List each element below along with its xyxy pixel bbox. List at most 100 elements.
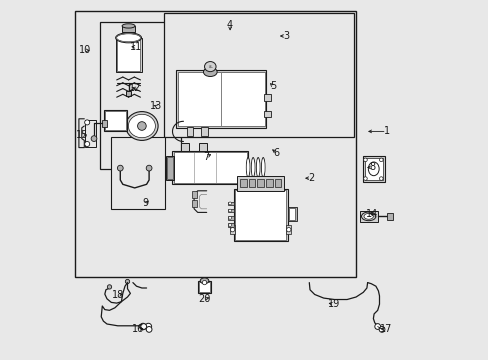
Ellipse shape [122, 24, 135, 28]
Bar [111, 137, 165, 209]
Bar [235, 190, 285, 240]
Ellipse shape [204, 62, 216, 72]
Circle shape [117, 165, 123, 171]
Text: 4: 4 [226, 20, 233, 30]
Bar [265, 179, 272, 187]
Circle shape [146, 165, 152, 171]
Bar [227, 223, 234, 227]
Circle shape [228, 224, 231, 226]
Text: 20: 20 [198, 294, 210, 304]
Text: 8: 8 [368, 162, 375, 172]
Bar [274, 179, 281, 187]
Bar [75, 11, 355, 277]
Ellipse shape [125, 112, 158, 140]
Text: 3: 3 [282, 31, 288, 41]
Text: 11: 11 [130, 42, 142, 52]
Bar [176, 70, 265, 128]
Circle shape [146, 327, 152, 332]
Bar [117, 39, 140, 71]
Bar [264, 111, 271, 117]
Bar [386, 213, 392, 220]
Bar [192, 191, 196, 198]
Text: 12: 12 [128, 83, 141, 93]
Bar [230, 225, 235, 234]
Text: 13: 13 [150, 101, 162, 111]
Ellipse shape [261, 157, 264, 177]
Circle shape [228, 202, 231, 205]
Bar [163, 13, 354, 137]
Circle shape [374, 324, 380, 329]
Bar [227, 209, 234, 212]
Ellipse shape [251, 157, 254, 177]
Bar [181, 143, 189, 151]
Bar [115, 38, 141, 72]
Bar [288, 208, 295, 220]
Ellipse shape [200, 278, 208, 284]
Circle shape [379, 177, 382, 180]
Circle shape [230, 228, 234, 232]
Circle shape [228, 209, 231, 212]
Circle shape [363, 177, 366, 180]
Bar [172, 151, 247, 184]
Text: 14: 14 [366, 209, 378, 219]
Circle shape [379, 158, 382, 162]
Bar [233, 189, 287, 241]
Ellipse shape [117, 34, 140, 42]
Bar [248, 179, 255, 187]
Circle shape [91, 136, 97, 141]
Circle shape [378, 327, 384, 332]
Ellipse shape [361, 212, 375, 221]
Text: 17: 17 [379, 324, 391, 334]
Bar [105, 111, 126, 130]
Ellipse shape [203, 68, 217, 77]
Bar [192, 200, 196, 207]
Bar [237, 176, 284, 191]
Ellipse shape [115, 33, 141, 43]
Ellipse shape [246, 159, 249, 175]
Bar [364, 158, 382, 180]
Bar [173, 152, 246, 183]
Bar [227, 202, 234, 205]
Text: 15: 15 [76, 130, 88, 140]
Text: 6: 6 [273, 148, 280, 158]
Ellipse shape [262, 159, 264, 175]
Bar [257, 179, 264, 187]
Ellipse shape [128, 114, 155, 138]
Bar [201, 127, 207, 136]
Bar [104, 110, 127, 131]
Bar [186, 127, 193, 136]
Ellipse shape [256, 159, 259, 175]
Bar [285, 225, 291, 234]
Bar [122, 26, 135, 32]
Text: 19: 19 [327, 299, 339, 309]
Text: 18: 18 [111, 290, 123, 300]
Ellipse shape [251, 159, 254, 175]
Text: 1: 1 [383, 126, 389, 136]
Bar [240, 179, 246, 187]
Bar [166, 156, 174, 180]
Bar [287, 207, 296, 221]
Text: 10: 10 [79, 45, 91, 55]
Circle shape [202, 280, 206, 285]
Circle shape [145, 323, 151, 330]
Ellipse shape [256, 157, 260, 177]
Text: 7: 7 [203, 152, 209, 162]
Bar [227, 216, 234, 220]
Bar [177, 72, 264, 126]
Text: 9: 9 [142, 198, 148, 208]
Bar [85, 120, 96, 147]
Bar [126, 91, 131, 96]
Ellipse shape [363, 213, 373, 219]
Ellipse shape [246, 157, 249, 177]
Bar [199, 282, 210, 292]
Bar [199, 143, 207, 151]
Circle shape [363, 158, 366, 162]
Ellipse shape [367, 162, 378, 176]
Circle shape [141, 324, 146, 329]
Bar [362, 156, 384, 182]
Text: 2: 2 [307, 173, 314, 183]
Text: 5: 5 [270, 81, 276, 91]
Circle shape [84, 141, 89, 147]
Bar [359, 211, 377, 222]
Circle shape [140, 323, 146, 330]
